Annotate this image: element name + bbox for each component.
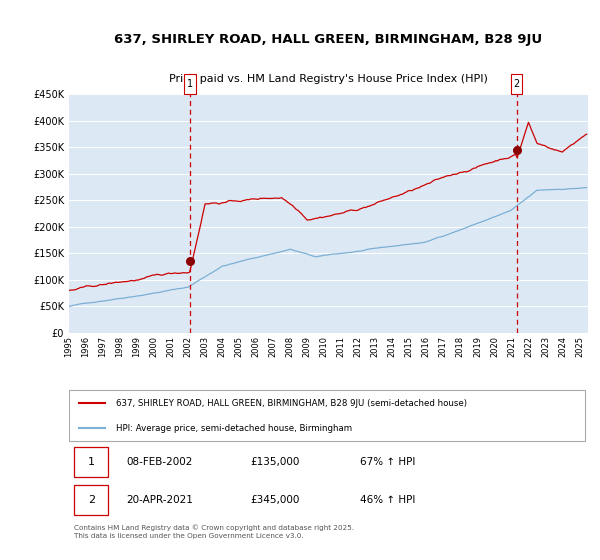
- Text: 2012: 2012: [354, 335, 363, 357]
- Text: 2000: 2000: [149, 335, 158, 357]
- Text: 2005: 2005: [235, 335, 244, 357]
- Text: 2013: 2013: [371, 335, 380, 357]
- Text: HPI: Average price, semi-detached house, Birmingham: HPI: Average price, semi-detached house,…: [116, 424, 352, 433]
- Text: 08-FEB-2002: 08-FEB-2002: [126, 457, 193, 467]
- Text: 2: 2: [88, 495, 95, 505]
- FancyBboxPatch shape: [184, 73, 196, 94]
- Text: 20-APR-2021: 20-APR-2021: [126, 495, 193, 505]
- Text: 2024: 2024: [558, 335, 567, 357]
- Text: 637, SHIRLEY ROAD, HALL GREEN, BIRMINGHAM, B28 9JU (semi-detached house): 637, SHIRLEY ROAD, HALL GREEN, BIRMINGHA…: [116, 399, 467, 408]
- Text: 2018: 2018: [456, 335, 465, 357]
- Text: 67% ↑ HPI: 67% ↑ HPI: [359, 457, 415, 467]
- Text: Price paid vs. HM Land Registry's House Price Index (HPI): Price paid vs. HM Land Registry's House …: [169, 74, 488, 85]
- Text: 2011: 2011: [337, 335, 346, 357]
- Text: 1997: 1997: [98, 335, 107, 357]
- Text: 2015: 2015: [405, 335, 414, 357]
- Bar: [74, 447, 108, 477]
- Text: 2: 2: [514, 79, 520, 88]
- Text: 2019: 2019: [473, 335, 482, 357]
- Text: 2004: 2004: [218, 335, 227, 357]
- Text: 2020: 2020: [490, 335, 499, 357]
- Text: 2021: 2021: [507, 335, 516, 357]
- Text: Contains HM Land Registry data © Crown copyright and database right 2025.
This d: Contains HM Land Registry data © Crown c…: [74, 525, 355, 539]
- Text: 2017: 2017: [439, 335, 448, 357]
- Text: 2016: 2016: [422, 335, 431, 357]
- Bar: [74, 485, 108, 515]
- FancyBboxPatch shape: [511, 73, 522, 94]
- Text: 2001: 2001: [167, 335, 176, 357]
- Text: 2009: 2009: [303, 335, 312, 357]
- Text: 46% ↑ HPI: 46% ↑ HPI: [359, 495, 415, 505]
- Text: 2025: 2025: [575, 335, 584, 357]
- Text: 1: 1: [187, 79, 193, 88]
- Text: 1: 1: [88, 457, 95, 467]
- Text: 2007: 2007: [269, 335, 278, 357]
- Text: 1996: 1996: [82, 335, 91, 357]
- Text: 1998: 1998: [116, 335, 125, 357]
- Text: 2022: 2022: [524, 335, 533, 357]
- Text: 2023: 2023: [541, 335, 550, 357]
- Text: 1995: 1995: [65, 335, 74, 357]
- Text: 1999: 1999: [133, 335, 142, 357]
- Text: £135,000: £135,000: [251, 457, 300, 467]
- Text: 2010: 2010: [320, 335, 329, 357]
- Text: 637, SHIRLEY ROAD, HALL GREEN, BIRMINGHAM, B28 9JU: 637, SHIRLEY ROAD, HALL GREEN, BIRMINGHA…: [115, 32, 542, 45]
- Text: 2002: 2002: [184, 335, 193, 357]
- Text: 2014: 2014: [388, 335, 397, 357]
- Text: 2008: 2008: [286, 335, 295, 357]
- Text: 2003: 2003: [200, 335, 209, 357]
- Text: £345,000: £345,000: [251, 495, 300, 505]
- Text: 2006: 2006: [251, 335, 260, 357]
